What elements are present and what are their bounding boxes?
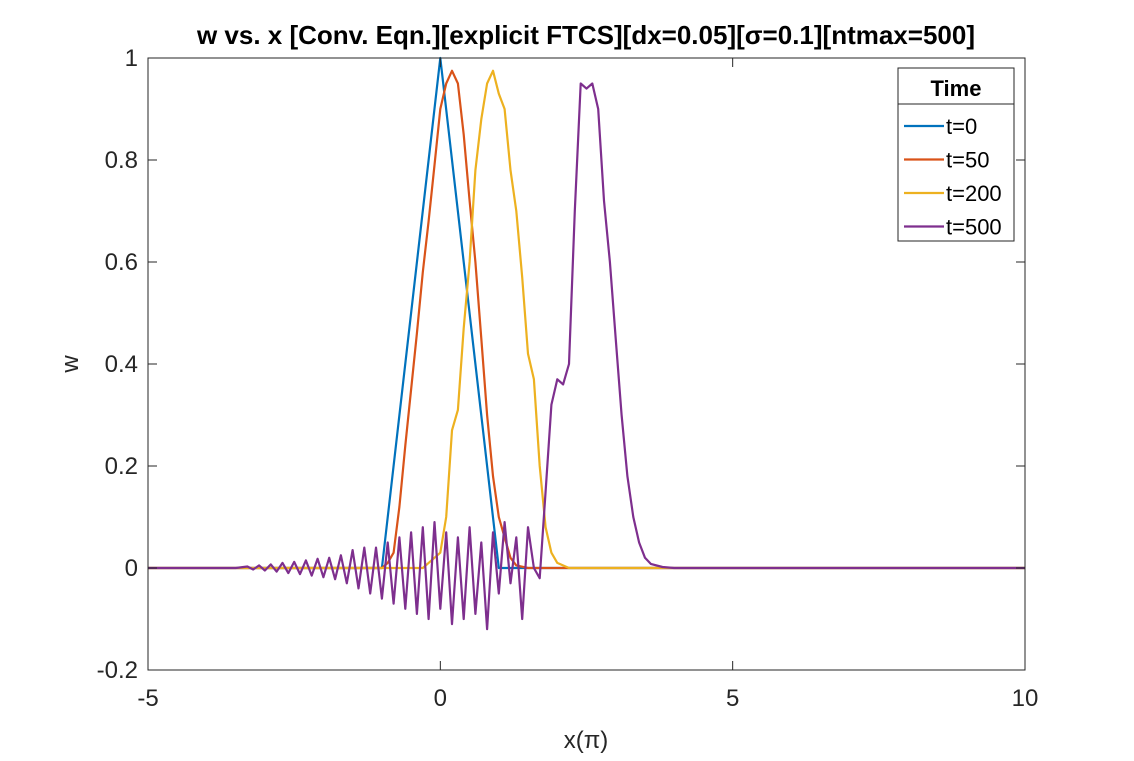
x-axis-label: x(π) xyxy=(564,727,609,754)
chart-title: w vs. x [Conv. Eqn.][explicit FTCS][dx=0… xyxy=(196,20,975,50)
y-tick-label: 0.2 xyxy=(105,453,138,480)
legend-entries: t=0 t=50 t=200 t=500 xyxy=(904,114,1002,240)
y-tick-label: -0.2 xyxy=(97,657,138,684)
x-tick-label: 0 xyxy=(434,685,447,712)
y-tick-label: 0.6 xyxy=(105,249,138,276)
legend-label-t-500: t=500 xyxy=(946,215,1002,240)
legend-title: Time xyxy=(931,76,982,101)
x-tick-label: 5 xyxy=(726,685,739,712)
y-tick-label: 0.4 xyxy=(105,351,138,378)
y-tick-label: 0.8 xyxy=(105,147,138,174)
legend-label-t-0: t=0 xyxy=(946,114,977,139)
plot-area xyxy=(148,58,1025,670)
x-tick-label: -5 xyxy=(137,685,158,712)
x-tick-label: 10 xyxy=(1012,685,1039,712)
ticks-layer: -5 0 5 10 -0.2 0 0.2 0.4 0.6 0.8 1 xyxy=(97,45,1039,712)
y-axis-label: w xyxy=(57,355,84,374)
y-tick-label: 1 xyxy=(125,45,138,72)
series-line-t-50 xyxy=(148,69,1025,570)
series-layer xyxy=(148,56,1025,631)
series-line-t-500 xyxy=(148,82,1025,631)
series-line-t-200 xyxy=(148,69,1025,570)
legend-label-t-200: t=200 xyxy=(946,181,1002,206)
legend-box xyxy=(897,67,1015,242)
y-tick-label: 0 xyxy=(125,555,138,582)
legend-label-t-50: t=50 xyxy=(946,148,989,173)
legend: Time t=0 t=50 t=200 t=500 xyxy=(897,67,1015,242)
